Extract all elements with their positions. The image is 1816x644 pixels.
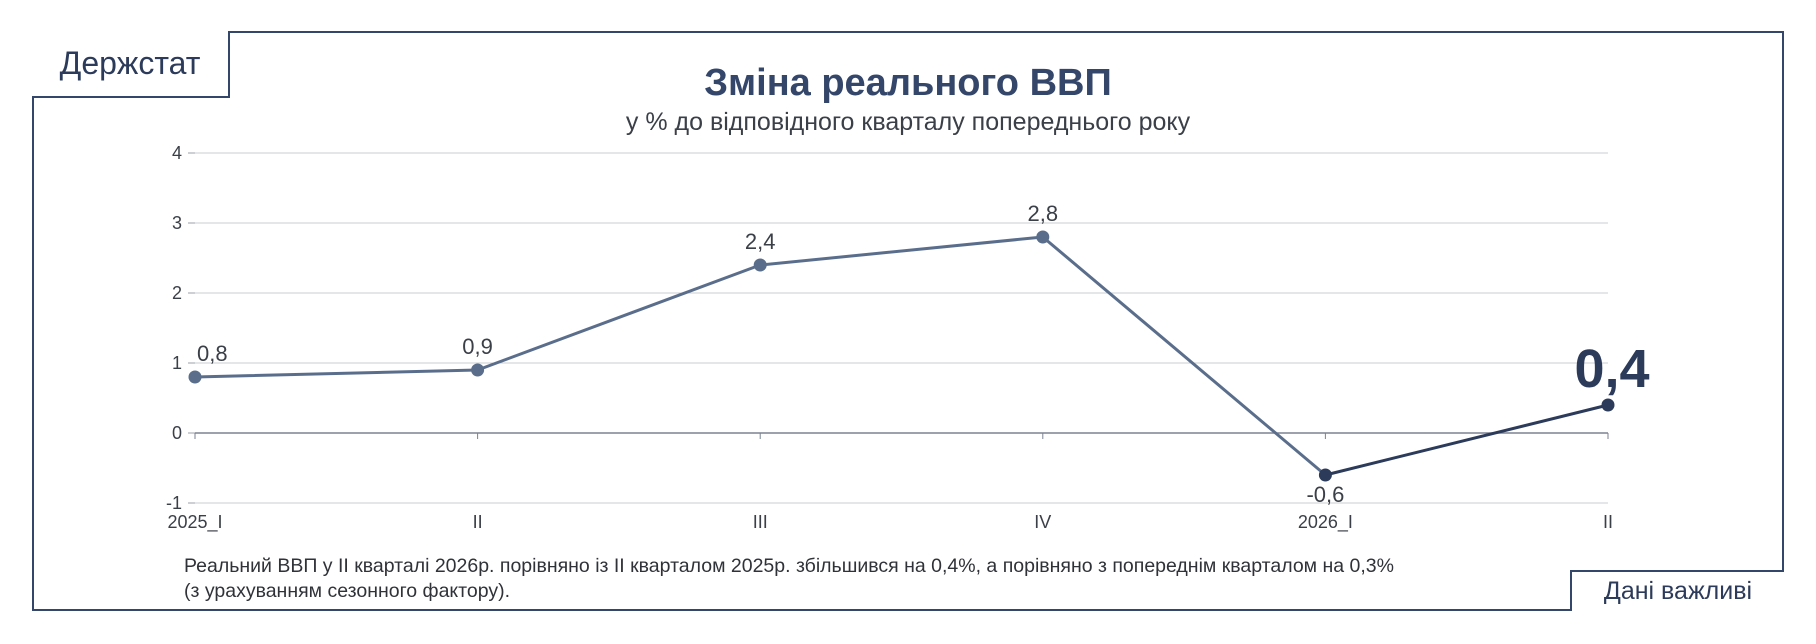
series-line-segment [476,263,762,372]
data-label: -0,6 [1306,482,1344,507]
footnote: Реальний ВВП у ІІ кварталі 2026р. порівн… [184,554,1564,604]
data-point [753,258,767,272]
data-point [1036,230,1050,244]
chart-title: Зміна реального ВВП [704,62,1112,104]
brand-logo: Держстат [32,31,230,98]
x-tick-label: IV [1034,512,1051,532]
data-label: 0,8 [197,341,228,366]
series-line-segment [1041,235,1327,477]
y-tick-label: -1 [166,493,182,513]
series-line-segment [193,368,480,379]
x-tick-label: 2026_I [1298,512,1353,533]
y-tick-label: 1 [172,353,182,373]
x-tick-label: II [473,512,483,532]
series-line-segment [758,235,1045,267]
data-point [188,370,202,384]
y-tick-label: 4 [172,143,182,163]
x-tick-label: III [753,512,768,532]
data-label: 2,4 [745,229,776,254]
y-tick-label: 3 [172,213,182,233]
y-tick-label: 0 [172,423,182,443]
data-point [471,363,485,377]
y-tick-label: 2 [172,283,182,303]
data-label: 0,9 [462,334,493,359]
data-label: 0,4 [1574,339,1649,399]
footnote-line-2: (з урахуванням сезонного фактору). [184,580,511,602]
chart-subtitle: у % до відповідного кварталу попередньог… [625,108,1191,136]
chart-frame [32,31,1784,611]
important-data-badge[interactable]: Дані важливі [1570,570,1784,611]
data-point [1601,398,1615,412]
data-point [1318,468,1332,482]
footnote-line-1: Реальний ВВП у ІІ кварталі 2026р. порівн… [184,555,1394,577]
data-label: 2,8 [1028,201,1059,226]
series-line-segment [1323,403,1610,477]
x-tick-label: 2025_I [167,512,222,533]
x-tick-label: II [1603,512,1613,532]
